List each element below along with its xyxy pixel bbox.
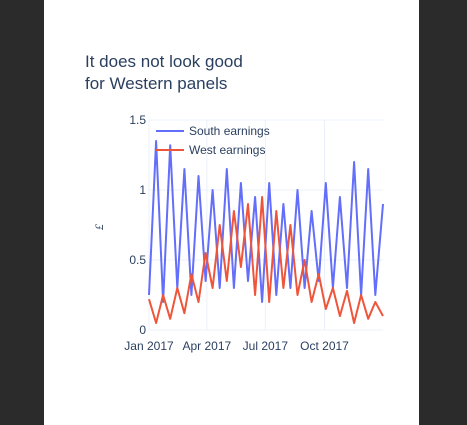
x-tick-label: Oct 2017	[300, 339, 349, 353]
y-axis-ticks: 0 0.5 1 1.5	[129, 113, 146, 337]
chart-title: It does not look good for Western panels	[85, 52, 243, 93]
series-line-west[interactable]	[148, 196, 384, 324]
series-line-south[interactable]	[148, 140, 384, 303]
y-axis-title: £	[92, 224, 106, 230]
legend-label[interactable]: West earnings	[189, 143, 265, 157]
x-tick-label: Apr 2017	[183, 339, 232, 353]
x-axis-ticks: Jan 2017 Apr 2017 Jul 2017 Oct 2017	[124, 339, 349, 353]
y-tick-label: 1	[139, 183, 146, 197]
legend[interactable]: South earnings West earnings	[156, 124, 270, 157]
y-tick-label: 0	[139, 323, 146, 337]
y-tick-label: 1.5	[129, 113, 146, 127]
x-tick-label: Jul 2017	[243, 339, 289, 353]
series-group	[148, 140, 384, 324]
legend-label[interactable]: South earnings	[189, 124, 270, 138]
x-tick-label: Jan 2017	[124, 339, 174, 353]
y-tick-label: 0.5	[129, 253, 146, 267]
